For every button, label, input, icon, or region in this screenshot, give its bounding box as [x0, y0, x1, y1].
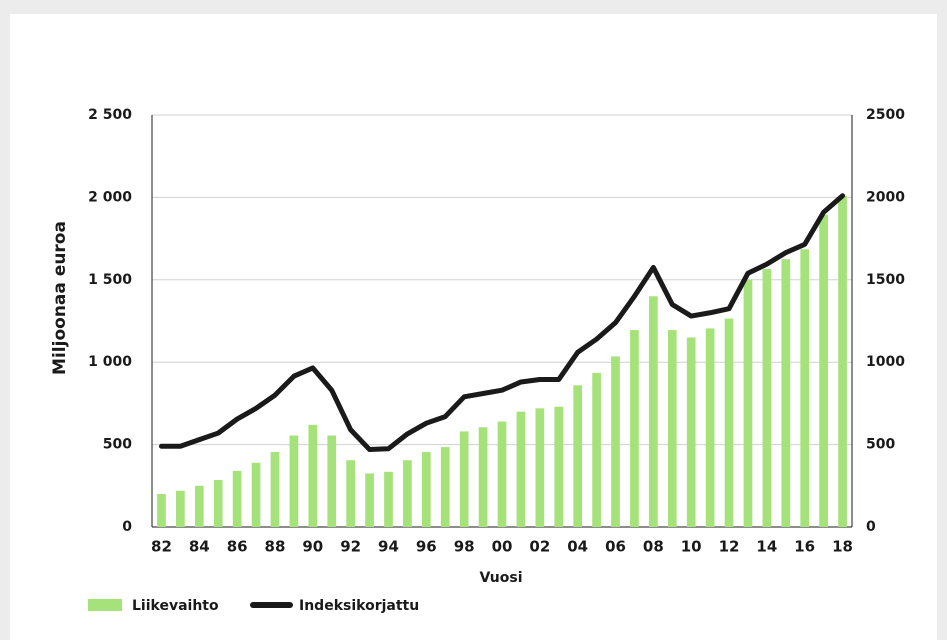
legend-label: Liikevaihto: [132, 598, 219, 614]
bar: [724, 318, 734, 527]
y2-tick-label: 500: [866, 437, 895, 453]
y2-tick-label: 0: [866, 519, 876, 535]
x-tick-label: 86: [227, 538, 248, 556]
x-tick-label: 10: [681, 538, 702, 556]
bar: [743, 279, 753, 527]
x-tick-label: 00: [492, 538, 513, 556]
x-tick-label: 12: [719, 538, 740, 556]
y-tick-label: 1 000: [88, 354, 132, 370]
bar: [554, 406, 564, 527]
bar: [535, 408, 545, 527]
bar: [497, 421, 507, 527]
bar: [649, 296, 658, 527]
bar: [838, 195, 847, 527]
x-tick-label: 06: [605, 538, 626, 556]
x-tick-label: 92: [340, 538, 361, 556]
bar: [667, 330, 677, 527]
y-tick-label: 2 500: [88, 107, 132, 123]
x-tick-label: 84: [189, 538, 210, 556]
bar: [308, 424, 318, 527]
bar: [781, 259, 791, 527]
bar: [157, 494, 166, 527]
y2-tick-label: 2500: [866, 107, 905, 123]
bar: [516, 411, 526, 527]
bar: [686, 337, 696, 527]
y2-tick-label: 1500: [866, 272, 905, 288]
bar: [630, 330, 639, 527]
bar: [176, 490, 185, 527]
bar: [478, 427, 488, 527]
x-tick-label: 94: [378, 538, 399, 556]
bar: [705, 328, 715, 527]
y-tick-label: 500: [103, 437, 132, 453]
x-tick-label: 16: [794, 538, 815, 556]
x-tick-label: 98: [454, 538, 475, 556]
bar: [819, 214, 828, 528]
x-tick-label: 08: [643, 538, 664, 556]
legend-label: Indeksikorjattu: [299, 598, 419, 614]
bar: [346, 460, 355, 527]
y-tick-label: 0: [122, 519, 132, 535]
bar: [573, 385, 583, 527]
bar: [800, 249, 810, 527]
bar: [365, 473, 374, 527]
bar: [327, 435, 337, 527]
bar: [213, 480, 223, 527]
x-tick-label: 02: [529, 538, 550, 556]
y-tick-label: 1 500: [88, 272, 132, 288]
bar: [270, 452, 280, 527]
bar: [592, 372, 601, 527]
bar: [403, 460, 412, 527]
bar: [440, 447, 450, 527]
x-tick-label: 18: [832, 538, 853, 556]
y2-tick-label: 2000: [866, 189, 905, 205]
bar: [251, 462, 261, 527]
x-tick-label: 14: [756, 538, 777, 556]
bar: [194, 485, 204, 527]
x-axis-label: Vuosi: [479, 570, 522, 586]
x-tick-label: 88: [265, 538, 286, 556]
x-tick-label: 90: [302, 538, 323, 556]
bar: [421, 452, 431, 527]
x-tick-label: 04: [567, 538, 588, 556]
y-axis-label: Miljoonaa euroa: [50, 221, 70, 375]
bar: [459, 431, 469, 527]
bar: [611, 356, 620, 527]
x-tick-label: 96: [416, 538, 437, 556]
line: [158, 193, 846, 453]
y2-tick-label: 1000: [866, 354, 905, 370]
legend-swatch-bar: [88, 599, 122, 611]
bar: [384, 471, 393, 527]
bar: [762, 269, 772, 527]
bar: [289, 435, 299, 527]
x-tick-label: 82: [151, 538, 172, 556]
y-tick-label: 2 000: [88, 189, 132, 205]
bar: [232, 470, 242, 527]
